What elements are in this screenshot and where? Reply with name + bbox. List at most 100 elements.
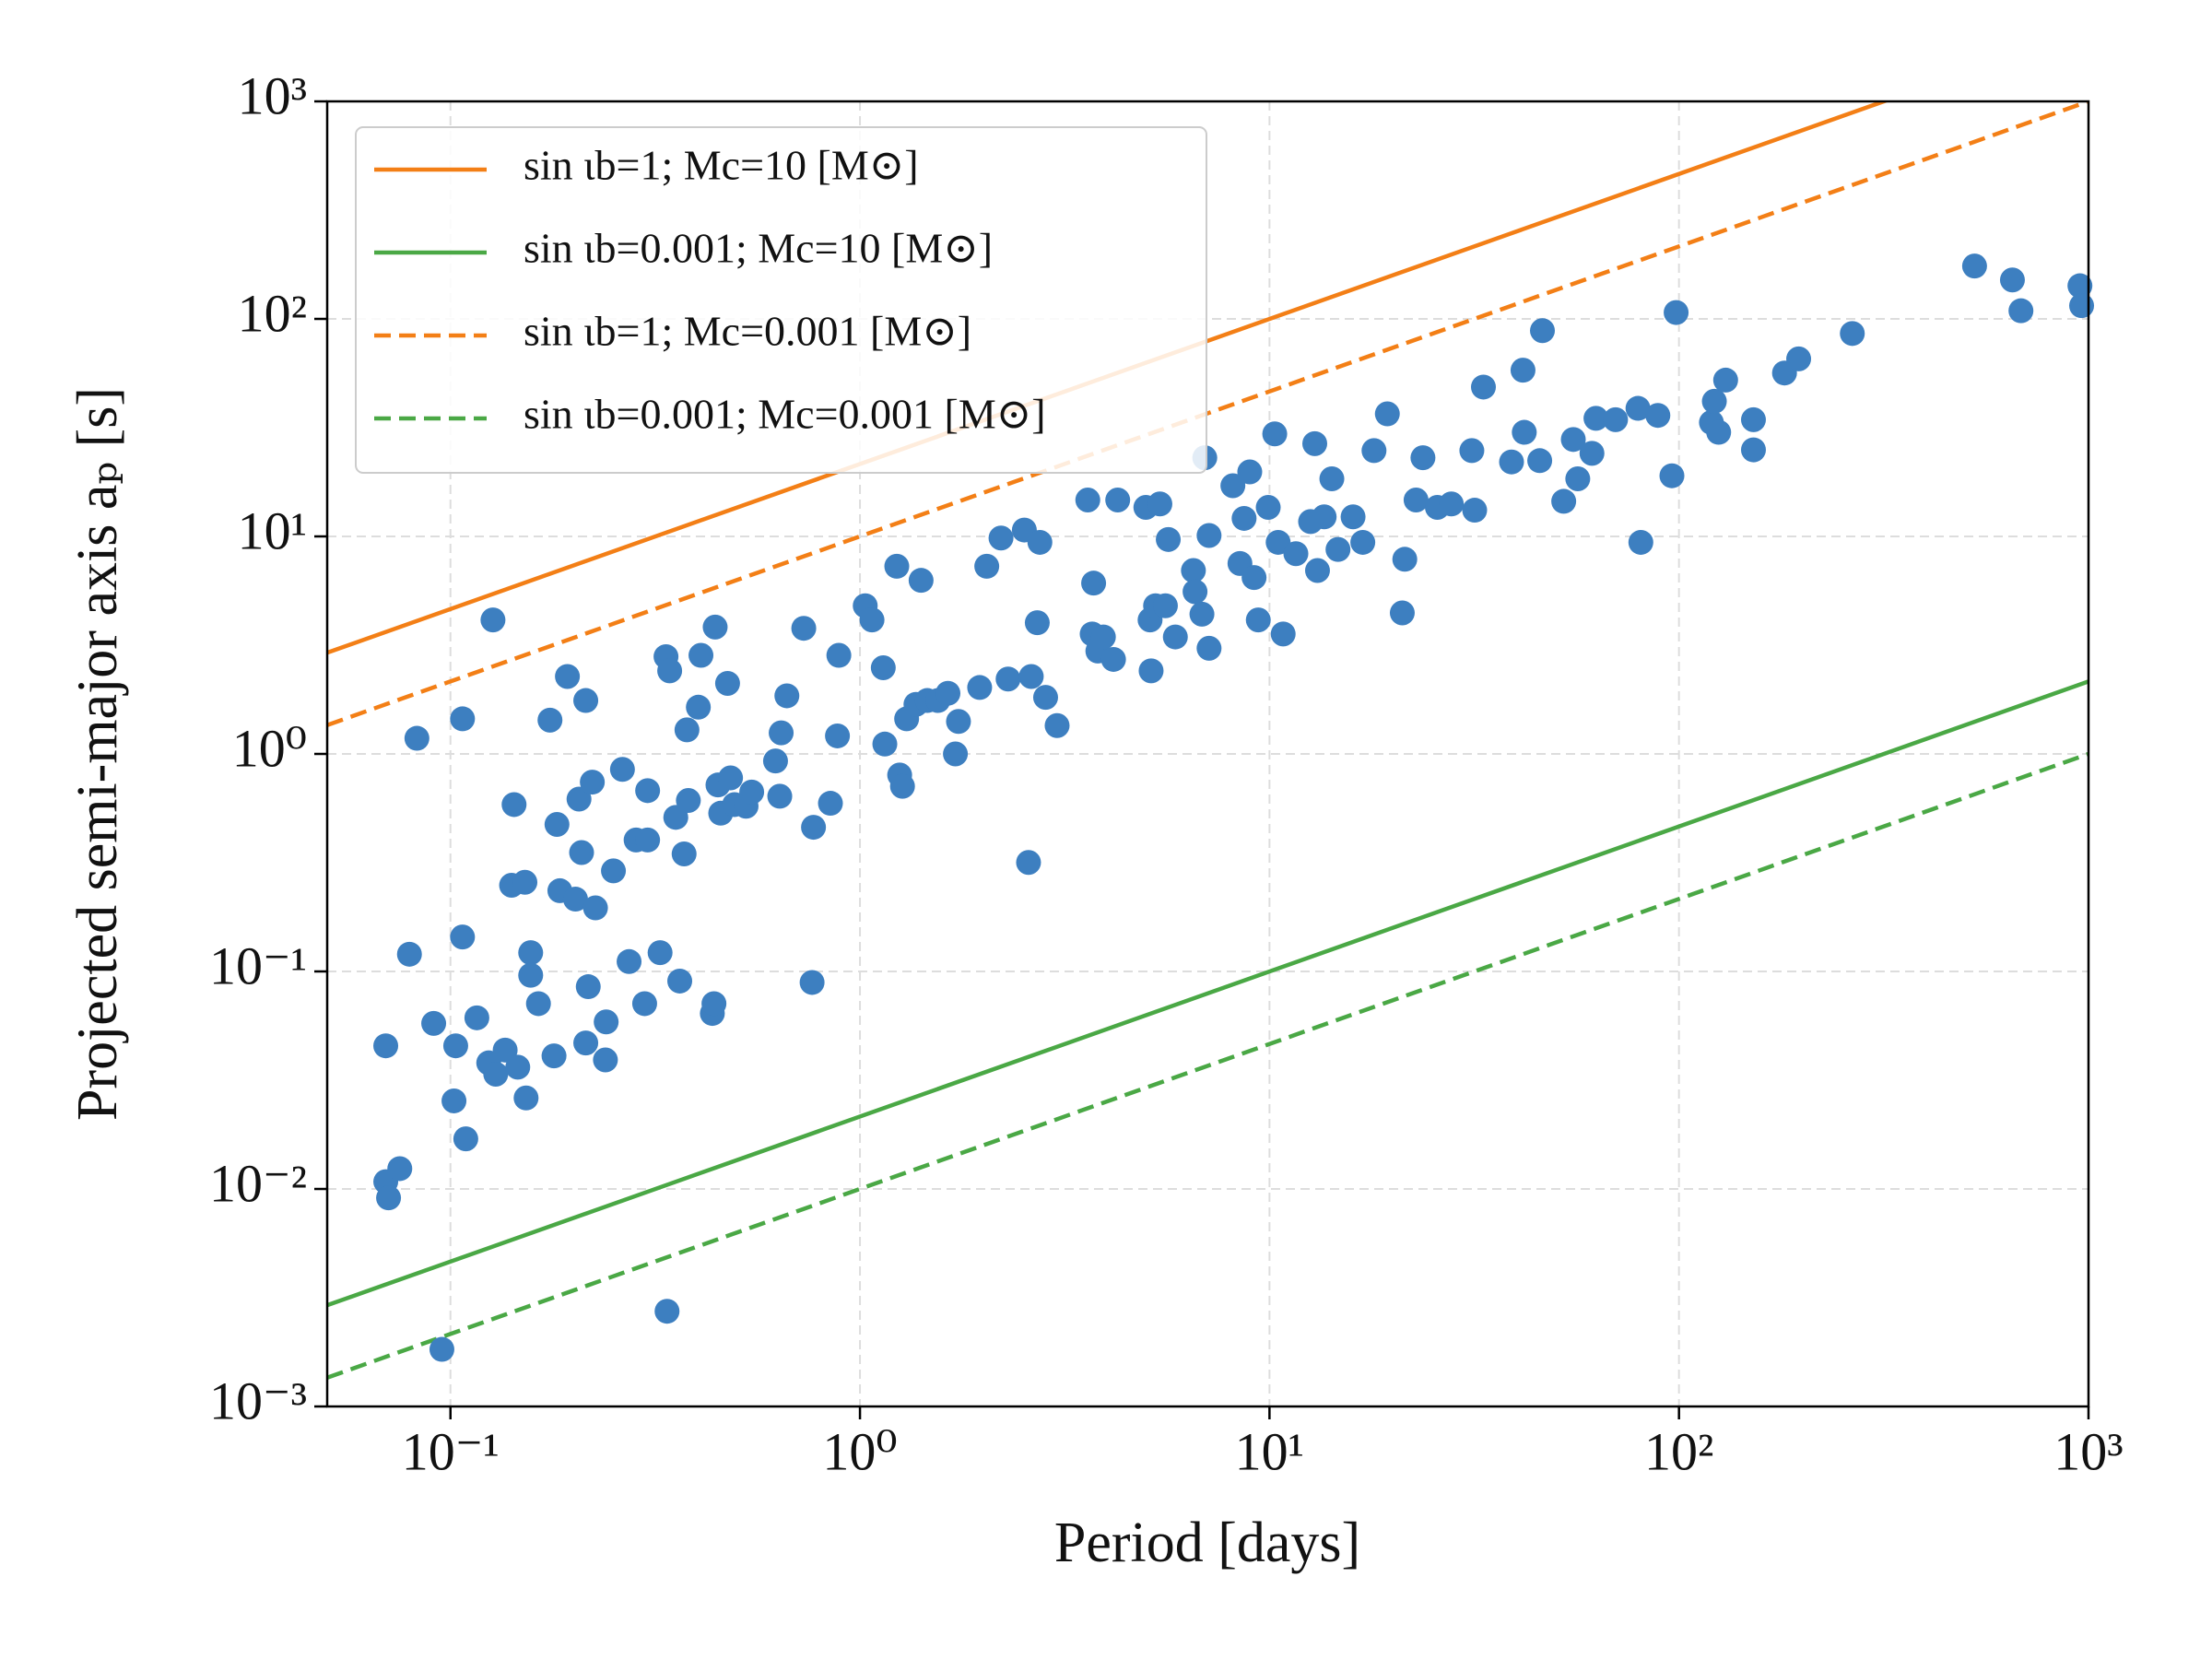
x-axis-label: Period [days]	[1054, 1512, 1360, 1574]
data-point	[573, 688, 599, 713]
data-point	[872, 731, 898, 757]
data-point	[1625, 395, 1651, 421]
x-tick-label: 10⁰	[822, 1421, 897, 1481]
data-point	[1182, 579, 1208, 605]
data-point	[1325, 536, 1351, 562]
data-point	[2067, 273, 2093, 299]
data-point	[1659, 463, 1685, 488]
data-point	[1392, 547, 1418, 572]
data-point	[1410, 445, 1436, 471]
data-point	[631, 991, 657, 1017]
data-point	[1459, 438, 1485, 464]
data-point	[562, 887, 588, 912]
data-point	[1196, 523, 1222, 548]
x-tick-label: 10¹	[1235, 1421, 1304, 1481]
data-point	[1706, 419, 1732, 445]
y-tick-label: 10⁻³	[209, 1371, 307, 1430]
data-point	[1340, 504, 1366, 530]
legend-label: sin ιb=1; Mc=10 [M⊙]	[524, 142, 919, 189]
data-point	[1583, 406, 1609, 431]
data-point	[541, 1043, 567, 1069]
data-point	[1403, 488, 1429, 513]
data-point	[1645, 403, 1671, 429]
data-point	[1319, 466, 1345, 492]
data-point	[769, 720, 794, 746]
data-point	[1530, 318, 1556, 344]
data-point	[2008, 298, 2034, 324]
data-point	[1196, 635, 1222, 661]
y-tick-label: 10⁻¹	[209, 935, 307, 995]
data-point	[2069, 293, 2095, 319]
data-point	[1162, 624, 1188, 650]
data-point	[480, 607, 506, 633]
legend-label: sin ιb=1; Mc=0.001 [M⊙]	[524, 308, 971, 355]
data-point	[594, 1009, 619, 1035]
legend-label: sin ιb=0.001; Mc=10 [M⊙]	[524, 225, 993, 272]
data-point	[1361, 438, 1387, 464]
data-point	[1999, 267, 2025, 293]
data-point	[1075, 488, 1100, 513]
data-point	[537, 707, 563, 733]
data-point	[635, 778, 661, 804]
data-point	[701, 991, 727, 1017]
data-point	[404, 725, 429, 751]
data-point	[884, 553, 910, 579]
data-point	[525, 991, 551, 1017]
data-point	[739, 779, 765, 805]
data-point	[1270, 621, 1296, 647]
data-point	[1024, 610, 1050, 636]
data-point	[767, 783, 793, 809]
data-point	[762, 748, 788, 774]
data-point	[1147, 491, 1172, 517]
data-point	[492, 1037, 518, 1063]
data-point	[1628, 529, 1653, 555]
data-point	[512, 869, 538, 895]
data-point	[1283, 541, 1309, 567]
data-point	[1664, 300, 1689, 325]
data-point	[421, 1010, 447, 1036]
data-point	[1105, 488, 1131, 513]
data-point	[1462, 498, 1488, 524]
data-point	[1439, 491, 1465, 517]
data-point	[1245, 607, 1271, 633]
data-point	[1018, 664, 1044, 689]
data-point	[908, 568, 934, 594]
data-point	[988, 525, 1014, 551]
data-point	[573, 1030, 599, 1056]
data-point	[505, 1054, 531, 1080]
data-point	[580, 770, 606, 795]
fit-line	[327, 101, 2088, 727]
y-tick-label: 10⁰	[232, 718, 307, 778]
y-tick-label: 10³	[238, 65, 307, 125]
data-point	[1090, 624, 1116, 650]
data-point	[396, 941, 422, 967]
data-point	[1081, 571, 1107, 596]
data-point	[609, 757, 635, 782]
data-point	[555, 664, 581, 689]
data-point	[387, 1156, 413, 1182]
data-point	[1100, 646, 1126, 672]
data-point	[654, 1299, 680, 1324]
data-point	[575, 974, 601, 1000]
data-point	[1156, 526, 1182, 552]
data-point	[1471, 374, 1497, 400]
x-tick-label: 10⁻¹	[402, 1421, 500, 1481]
data-point	[1961, 253, 1987, 279]
data-point	[1265, 529, 1291, 555]
data-point	[442, 1033, 468, 1059]
data-point	[1527, 448, 1553, 474]
data-point	[1027, 529, 1053, 555]
data-point	[688, 642, 714, 668]
points	[373, 253, 2095, 1362]
data-point	[702, 614, 728, 640]
legend: sin ιb=1; Mc=10 [M⊙] sin ιb=0.001; Mc=10 …	[355, 126, 1207, 474]
data-point	[376, 1185, 402, 1211]
legend-box	[355, 126, 1207, 474]
data-point	[974, 553, 1000, 579]
data-point	[686, 694, 712, 720]
data-point	[818, 791, 843, 817]
data-point	[870, 654, 896, 680]
data-point	[774, 683, 800, 709]
data-point	[1016, 850, 1041, 876]
data-point	[995, 666, 1021, 692]
